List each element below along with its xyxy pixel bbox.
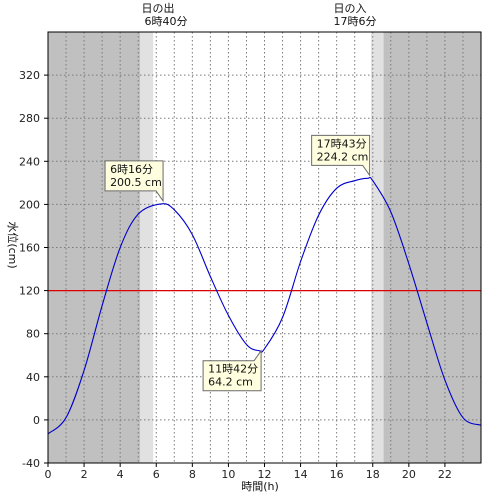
sunset-title: 日の入 xyxy=(334,2,367,15)
twilight-band-morning xyxy=(140,32,154,463)
sunrise-time: 6時40分 xyxy=(145,15,188,28)
x-tick-label: 10 xyxy=(221,468,235,481)
x-tick-label: 18 xyxy=(366,468,380,481)
y-tick-label: 80 xyxy=(26,328,40,341)
x-tick-label: 8 xyxy=(189,468,196,481)
water-level-line xyxy=(47,176,482,435)
series-group xyxy=(47,176,482,435)
tick-labels: 0 2 4 6 8 10 12 14 16 18 20 22 -40 0 40 80 120 160 200 240 2… xyxy=(19,69,452,481)
sunrise-title: 日の出 xyxy=(142,1,175,15)
y-tick-label: 0 xyxy=(33,414,40,427)
x-tick-label: 4 xyxy=(117,468,124,481)
x-tick-label: 12 xyxy=(258,468,272,481)
y-tick-label: 200 xyxy=(19,198,40,211)
x-tick-label: 22 xyxy=(438,468,452,481)
x-axis-label: 時間(h) xyxy=(241,480,279,493)
y-tick-label: 320 xyxy=(19,69,40,82)
x-tick-label: 20 xyxy=(402,468,416,481)
y-tick-label: 280 xyxy=(19,112,40,125)
x-tick-label: 16 xyxy=(330,468,344,481)
x-tick-label: 14 xyxy=(294,468,308,481)
x-tick-label: 0 xyxy=(45,468,52,481)
annotation-box xyxy=(202,349,262,392)
night-band-morning xyxy=(48,32,141,463)
y-axis-label: 水位(cm) xyxy=(6,221,20,268)
annotation-box xyxy=(104,160,164,203)
annotation-time: 6時16分 xyxy=(110,163,153,176)
y-tick-label: 160 xyxy=(19,242,40,255)
annotation-value: 200.5 cm xyxy=(110,176,162,189)
y-tick-label: 40 xyxy=(26,371,40,384)
x-tick-label: 2 xyxy=(81,468,88,481)
x-tick-label: 6 xyxy=(153,468,160,481)
y-tick-label: 240 xyxy=(19,155,40,168)
annotation-value: 64.2 cm xyxy=(208,376,253,389)
annotation-box xyxy=(311,134,371,177)
annotation-time: 11時42分 xyxy=(208,363,258,376)
y-tick-label: 120 xyxy=(19,285,40,298)
annotation-time: 17時43分 xyxy=(317,137,367,150)
annotation-value: 224.2 cm xyxy=(317,150,369,163)
y-tick-label: -40 xyxy=(22,457,40,470)
sunset-time: 17時6分 xyxy=(334,15,377,28)
plot-frame xyxy=(44,31,482,467)
